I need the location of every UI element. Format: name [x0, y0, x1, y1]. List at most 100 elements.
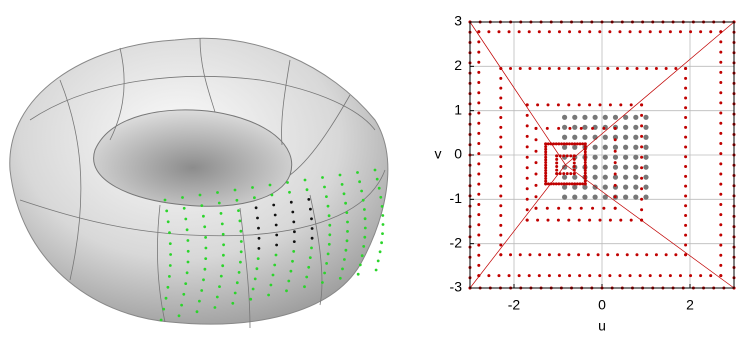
- green-dot: [221, 232, 225, 236]
- red-dot: [477, 172, 481, 176]
- red-dot: [629, 103, 633, 107]
- red-dot: [554, 142, 558, 146]
- red-dot: [557, 274, 561, 278]
- green-dot: [180, 303, 184, 307]
- green-dot: [270, 193, 274, 197]
- green-dot: [338, 173, 342, 177]
- red-dot: [534, 172, 538, 176]
- red-dot: [640, 145, 644, 149]
- red-dot: [499, 233, 503, 237]
- red-dot: [618, 274, 622, 278]
- green-dot: [164, 296, 168, 300]
- red-dot: [668, 274, 672, 278]
- gray-dot: [602, 134, 608, 140]
- red-dot: [689, 274, 693, 278]
- red-dot: [591, 206, 595, 210]
- red-dot: [598, 218, 602, 222]
- gray-dot: [643, 124, 649, 130]
- y-tick-label: -3: [450, 279, 463, 295]
- green-dot: [166, 285, 170, 289]
- green-dot: [292, 250, 296, 253]
- red-dot: [544, 153, 548, 157]
- y-tick-label: 0: [454, 146, 462, 162]
- gray-dot: [602, 114, 608, 120]
- green-dot: [285, 289, 288, 293]
- red-dot: [525, 124, 529, 128]
- red-dot: [552, 142, 556, 146]
- black-dot: [254, 206, 258, 210]
- green-dot: [186, 249, 190, 253]
- red-dot: [572, 157, 576, 161]
- plot-frame: [469, 21, 735, 289]
- red-dot: [583, 153, 587, 157]
- green-dot: [184, 282, 188, 285]
- red-dot: [499, 67, 503, 71]
- red-dot: [538, 67, 542, 71]
- red-dot: [581, 142, 585, 146]
- red-dot: [719, 223, 723, 227]
- green-dot: [271, 273, 275, 277]
- gray-dot: [582, 194, 588, 200]
- red-dot: [613, 183, 617, 187]
- red-dot: [572, 161, 576, 165]
- red-dot: [487, 274, 491, 278]
- square: [499, 67, 688, 257]
- red-dot: [629, 218, 633, 222]
- red-dot: [684, 116, 688, 120]
- red-dot: [719, 81, 723, 85]
- green-dot: [200, 204, 204, 208]
- red-dot: [556, 103, 560, 107]
- red-dot: [555, 154, 559, 158]
- green-dot: [288, 190, 291, 194]
- red-dot: [598, 103, 602, 107]
- red-dot: [640, 103, 644, 107]
- red-dot: [477, 243, 481, 247]
- red-dot: [544, 174, 548, 178]
- red-dot: [684, 165, 688, 169]
- red-dot: [499, 86, 503, 90]
- red-dot: [567, 67, 571, 71]
- red-dot: [477, 70, 481, 74]
- red-dot: [549, 182, 553, 186]
- red-dot: [544, 145, 548, 149]
- red-dot: [684, 67, 688, 71]
- red-dot: [640, 218, 644, 222]
- red-dot: [555, 172, 559, 176]
- red-dot: [719, 192, 723, 196]
- green-dot: [203, 225, 207, 229]
- green-dot: [338, 276, 342, 280]
- green-dot: [305, 188, 309, 192]
- red-dot: [544, 161, 548, 165]
- red-dot: [527, 274, 531, 278]
- red-dot: [684, 184, 688, 188]
- red-dot: [719, 111, 723, 115]
- gray-dot: [633, 164, 639, 170]
- red-dot: [534, 183, 538, 187]
- red-dot: [719, 91, 723, 95]
- x-axis-label: u: [598, 318, 606, 334]
- gray-dot: [602, 174, 608, 180]
- black-dot: [307, 198, 311, 201]
- black-dot: [309, 207, 312, 211]
- red-dot: [648, 274, 652, 278]
- red-dot: [613, 126, 617, 130]
- red-dot: [567, 253, 571, 257]
- gray-dot: [643, 134, 649, 140]
- red-dot: [487, 30, 491, 34]
- sample-dots: [159, 168, 385, 322]
- red-dot: [668, 30, 672, 34]
- green-dot: [220, 222, 224, 226]
- red-dot: [684, 106, 688, 110]
- green-dot: [185, 271, 189, 275]
- green-dot: [342, 192, 346, 196]
- red-dot: [619, 218, 623, 222]
- red-dot: [699, 30, 703, 34]
- black-dot: [293, 230, 296, 234]
- red-dot: [525, 145, 529, 149]
- red-dot: [618, 30, 622, 34]
- red-dot: [628, 30, 632, 34]
- green-dot: [381, 223, 385, 226]
- red-dot: [499, 253, 503, 257]
- red-dot: [562, 172, 566, 176]
- red-dot: [640, 166, 644, 170]
